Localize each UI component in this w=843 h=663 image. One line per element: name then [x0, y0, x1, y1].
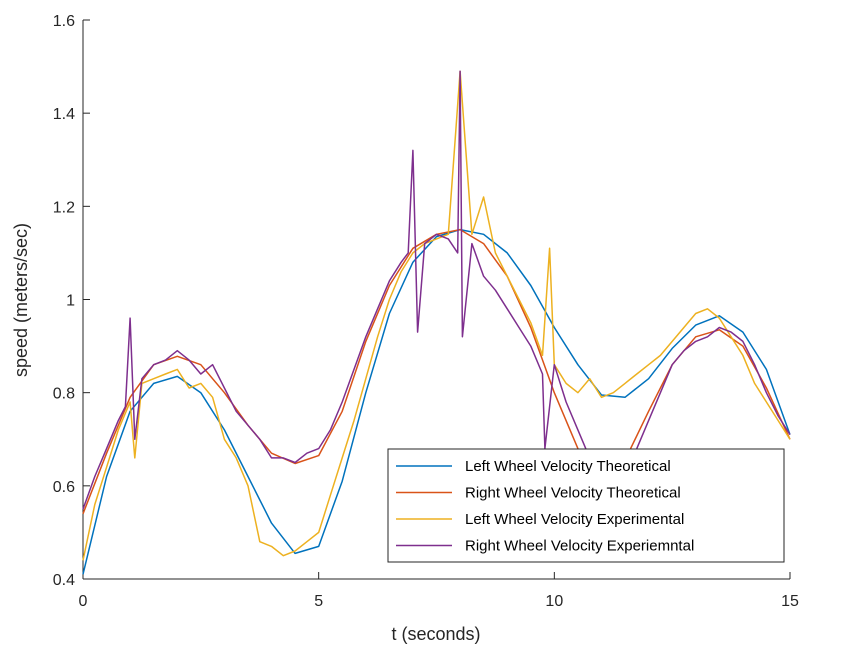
legend: Left Wheel Velocity Theoretical Right Whe…: [387, 448, 785, 563]
series-line-1: [82, 228, 791, 575]
x-ticks: 0 5 10 15: [79, 572, 799, 610]
series-line-3: [82, 70, 791, 561]
series-line-4: [82, 70, 791, 510]
y-tick-label: 1.4: [53, 106, 75, 123]
y-ticks: 0.4 0.6 0.8 1 1.2 1.4 1.6: [53, 13, 90, 589]
x-tick-label: 5: [314, 593, 323, 610]
legend-label-4: Right Wheel Velocity Experiemntal: [465, 538, 694, 555]
y-axis-label: speed (meters/sec): [11, 223, 31, 377]
x-tick-label: 15: [781, 593, 799, 610]
y-tick-label: 1.6: [53, 13, 75, 30]
legend-items: Left Wheel Velocity Theoretical Right Whe…: [396, 458, 694, 555]
y-tick-label: 0.6: [53, 479, 75, 496]
y-tick-label: 1.2: [53, 199, 75, 216]
y-axis: 0.4 0.6 0.8 1 1.2 1.4 1.6 speed (meters/sec): [11, 13, 90, 589]
x-axis-label: t (seconds): [391, 624, 480, 644]
legend-label-1: Left Wheel Velocity Theoretical: [465, 458, 671, 475]
legend-label-2: Right Wheel Velocity Theoretical: [465, 485, 681, 502]
series-group: [82, 70, 791, 575]
x-tick-label: 0: [79, 593, 88, 610]
y-tick-label: 0.8: [53, 386, 75, 403]
legend-box: [387, 448, 785, 563]
y-tick-label: 1: [66, 293, 75, 310]
x-tick-label: 10: [545, 593, 563, 610]
x-axis: 0 5 10 15 t (seconds): [79, 572, 799, 644]
legend-label-3: Left Wheel Velocity Experimental: [465, 511, 684, 528]
y-tick-label: 0.4: [53, 572, 75, 589]
